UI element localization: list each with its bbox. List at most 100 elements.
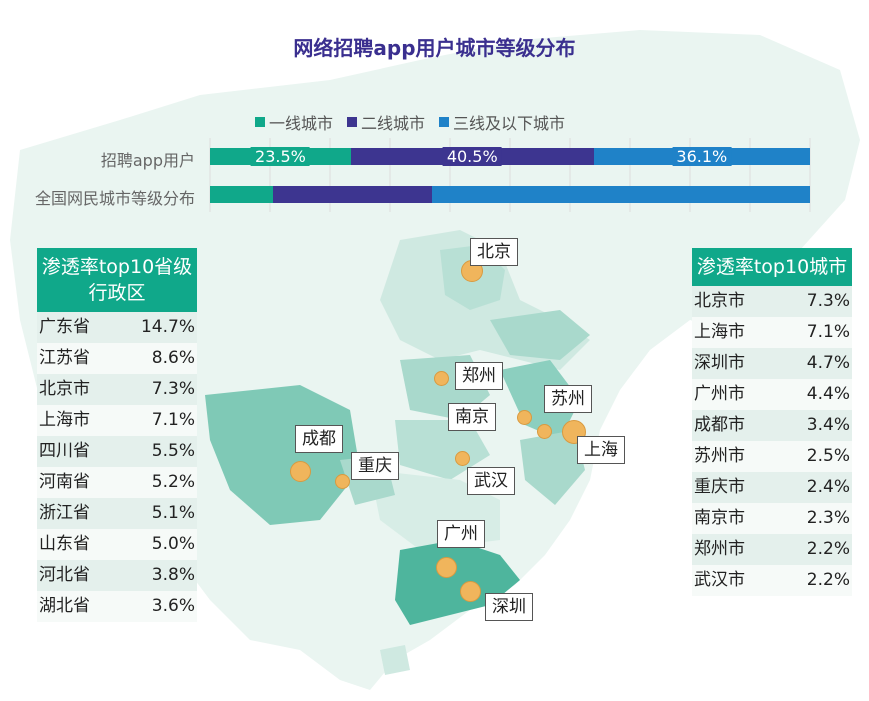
province-name: 浙江省 (39, 503, 90, 523)
province-name: 湖北省 (39, 596, 90, 616)
bar-segment (432, 186, 810, 203)
province-name: 河南省 (39, 472, 90, 492)
city-row: 成都市 3.4% (692, 410, 852, 441)
city-label-suzhou: 苏州 (544, 385, 592, 413)
city-dot-chongqing (335, 474, 350, 489)
city-label-shenzhen: 深圳 (485, 593, 533, 621)
city-value: 3.4% (806, 415, 850, 435)
row-label-app-users: 招聘app用户 (100, 151, 195, 170)
city-row: 广州市 4.4% (692, 379, 852, 410)
city-value: 2.5% (806, 446, 850, 466)
legend-label-tier2: 二线城市 (361, 114, 426, 133)
province-table: 广东省 14.7% 江苏省 8.6% 北京市 7.3% 上海市 7.1% 四川省 5.5% 河南省 5… (37, 312, 197, 622)
province-name: 江苏省 (39, 348, 90, 368)
city-row: 南京市 2.3% (692, 503, 852, 534)
city-dot-nanjing (517, 410, 532, 425)
chart-title: 网络招聘app用户城市等级分布 (293, 36, 576, 60)
city-row: 深圳市 4.7% (692, 348, 852, 379)
province-name: 广东省 (39, 317, 90, 337)
city-row: 重庆市 2.4% (692, 472, 852, 503)
city-panel-title: 渗透率top10城市 (692, 248, 852, 286)
province-row: 北京市 7.3% (37, 374, 197, 405)
city-label-chongqing: 重庆 (351, 452, 399, 480)
legend-swatch-tier1 (255, 117, 265, 127)
map-zhejiang (520, 430, 585, 505)
city-dot-zhengzhou (434, 371, 449, 386)
city-value: 4.4% (806, 384, 850, 404)
province-value: 14.7% (140, 317, 195, 337)
province-value: 3.8% (151, 565, 195, 585)
legend: 一线城市 二线城市 三线及以下城市 (255, 110, 565, 134)
province-name: 河北省 (39, 565, 90, 585)
city-label-beijing: 北京 (470, 238, 518, 266)
city-label-guangzhou: 广州 (437, 520, 485, 548)
city-name: 上海市 (694, 322, 745, 342)
province-value: 5.1% (151, 503, 195, 523)
city-label-chengdu: 成都 (295, 425, 343, 453)
legend-item-tier2: 二线城市 (347, 110, 425, 134)
city-row: 苏州市 2.5% (692, 441, 852, 472)
city-name: 南京市 (694, 508, 745, 528)
city-row: 北京市 7.3% (692, 286, 852, 317)
province-row: 浙江省 5.1% (37, 498, 197, 529)
city-value: 4.7% (806, 353, 850, 373)
city-label-nanjing: 南京 (448, 403, 496, 431)
city-dot-wuhan (455, 451, 470, 466)
city-value: 2.3% (806, 508, 850, 528)
province-value: 3.6% (151, 596, 195, 616)
province-name: 上海市 (39, 410, 90, 430)
city-name: 北京市 (694, 291, 745, 311)
province-value: 5.2% (151, 472, 195, 492)
bar-data-label: 40.5% (442, 147, 502, 166)
province-panel: 渗透率top10省级行政区 广东省 14.7% 江苏省 8.6% 北京市 7.3% 上海市 7… (37, 248, 197, 622)
city-row: 上海市 7.1% (692, 317, 852, 348)
city-name: 武汉市 (694, 570, 745, 590)
province-row: 江苏省 8.6% (37, 343, 197, 374)
province-value: 5.0% (151, 534, 195, 554)
city-row: 郑州市 2.2% (692, 534, 852, 565)
map-sichuan (205, 385, 360, 525)
map-hubei (395, 420, 490, 480)
bar-data-label: 23.5% (251, 147, 310, 166)
city-dot-chengdu (290, 461, 311, 482)
city-label-shanghai: 上海 (577, 436, 625, 464)
city-table: 北京市 7.3% 上海市 7.1% 深圳市 4.7% 广州市 4.4% 成都市 3.4% 苏州市 2.… (692, 286, 852, 596)
legend-swatch-tier2 (347, 117, 358, 127)
city-name: 郑州市 (694, 539, 745, 559)
city-value: 7.3% (806, 291, 850, 311)
province-value: 7.1% (151, 410, 195, 430)
legend-label-tier3: 三线及以下城市 (453, 114, 566, 133)
city-value: 2.2% (806, 570, 850, 590)
bar-segment (273, 186, 432, 203)
map-jiangsu (500, 360, 580, 440)
province-row: 上海市 7.1% (37, 405, 197, 436)
province-row: 四川省 5.5% (37, 436, 197, 467)
map-hainan (380, 645, 410, 675)
city-name: 重庆市 (694, 477, 745, 497)
city-label-zhengzhou: 郑州 (455, 362, 503, 390)
province-value: 8.6% (151, 348, 195, 368)
city-name: 深圳市 (694, 353, 745, 373)
city-dot-suzhou (537, 424, 552, 439)
city-name: 成都市 (694, 415, 745, 435)
city-panel: 渗透率top10城市 北京市 7.3% 上海市 7.1% 深圳市 4.7% 广州市 4.4% 成… (692, 248, 852, 596)
city-value: 7.1% (806, 322, 850, 342)
city-label-wuhan: 武汉 (467, 467, 515, 495)
province-row: 广东省 14.7% (37, 312, 197, 343)
province-row: 湖北省 3.6% (37, 591, 197, 622)
city-row: 武汉市 2.2% (692, 565, 852, 596)
legend-label-tier1: 一线城市 (269, 114, 334, 133)
legend-item-tier1: 一线城市 (255, 110, 333, 134)
province-name: 四川省 (39, 441, 90, 461)
province-row: 河北省 3.8% (37, 560, 197, 591)
province-row: 河南省 5.2% (37, 467, 197, 498)
map-shandong (490, 310, 590, 360)
city-value: 2.2% (806, 539, 850, 559)
city-dot-shenzhen (460, 581, 481, 602)
row-label-national: 全国网民城市等级分布 (34, 189, 195, 208)
bar-segment (210, 186, 273, 203)
bar-data-label: 36.1% (672, 147, 732, 166)
legend-swatch-tier3 (439, 117, 450, 127)
province-panel-title: 渗透率top10省级行政区 (37, 248, 197, 312)
